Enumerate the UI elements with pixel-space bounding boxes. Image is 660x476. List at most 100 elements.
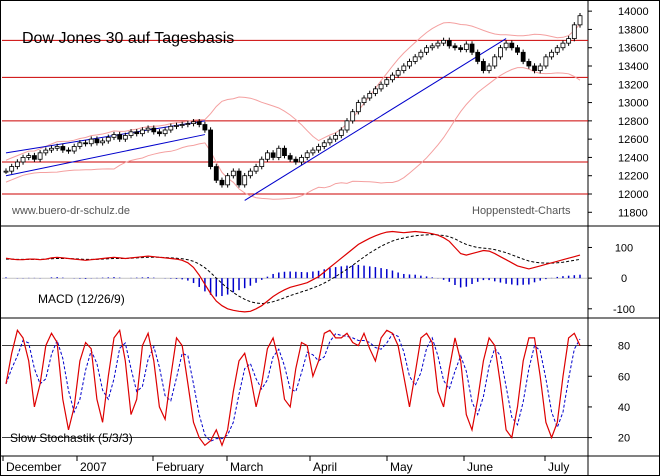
price-bar-body (196, 121, 202, 125)
price-bar-body (179, 124, 185, 126)
price-bar (560, 40, 566, 51)
price-bar (219, 177, 225, 188)
price-bar (191, 119, 196, 127)
price-bar (520, 49, 526, 65)
upper-band (5, 21, 581, 161)
price-bar-body (49, 147, 54, 151)
stochastic-levels (2, 345, 588, 439)
price-bar (105, 134, 111, 144)
price-bar (208, 127, 213, 170)
price-bar (202, 121, 208, 133)
price-bar (151, 125, 157, 135)
macd-tick-label-0: 100 (615, 242, 633, 254)
price-bar (43, 147, 49, 156)
price-tick-label-5: 13000 (618, 98, 649, 110)
price-bar (486, 63, 492, 74)
price-bar-body (139, 129, 145, 135)
month-label-7: July (548, 460, 569, 474)
price-bar-body (543, 56, 549, 67)
stoch-tick-label-2: 40 (618, 402, 630, 414)
price-bar (111, 131, 117, 141)
price-bar (168, 123, 174, 133)
price-bar (293, 156, 299, 165)
price-bar (259, 156, 265, 170)
price-bar-body (515, 47, 520, 53)
month-label-4: April (313, 460, 337, 474)
price-bar (299, 154, 304, 165)
price-bar-body (378, 83, 384, 90)
price-bar (361, 95, 367, 106)
price-bar-body (60, 146, 66, 151)
trend-lines (5, 38, 507, 201)
price-bar (441, 37, 447, 46)
price-bar-body (475, 51, 481, 62)
price-bar (338, 127, 344, 139)
price-tick-label-6: 12800 (618, 116, 649, 128)
price-bar (128, 129, 134, 139)
price-bar (253, 163, 259, 174)
price-bar-body (213, 166, 219, 181)
price-bar-body (259, 158, 265, 167)
price-bar-body (20, 157, 26, 163)
price-bar (424, 44, 429, 56)
price-bar (71, 143, 77, 154)
price-bar (100, 138, 106, 146)
price-tick-label-4: 13200 (618, 79, 649, 91)
macd-axis-ticks: 100 0 -100 (588, 242, 635, 316)
price-bar (213, 163, 219, 184)
price-bar (446, 37, 452, 49)
stochastic-label: Slow Stochastik (5/3/3) (10, 431, 133, 445)
month-label-3: March (230, 460, 263, 474)
price-bar (134, 129, 140, 137)
stoch-k-line (5, 328, 581, 448)
price-bar-body (577, 15, 583, 26)
price-bar (333, 132, 339, 142)
macd-line (5, 230, 581, 313)
price-bar (37, 150, 43, 162)
price-bar-body (469, 43, 475, 53)
price-tick-label-11: 11800 (618, 207, 648, 219)
price-bar-body (350, 111, 356, 122)
price-bar-body (66, 149, 71, 152)
price-bar (543, 54, 549, 69)
price-bar (509, 40, 515, 51)
bollinger-bands (5, 21, 581, 200)
price-bar (3, 168, 9, 174)
source-label: Hoppenstedt-Charts (472, 205, 571, 217)
price-bar (276, 145, 282, 161)
price-bar (515, 44, 520, 56)
price-bar (196, 119, 202, 128)
price-bar (378, 81, 384, 92)
price-bar-body (395, 70, 401, 76)
price-bar (9, 163, 15, 174)
price-axis-ticks: 14000 13800 13600 13400 13200 13000 12800 12600… (588, 6, 649, 219)
price-bar-body (117, 134, 123, 140)
price-bar (571, 22, 577, 42)
price-bar-body (247, 170, 253, 177)
price-bar-body (202, 124, 208, 131)
price-bar-body (242, 175, 248, 186)
price-bars (3, 12, 583, 188)
price-tick-label-1: 13800 (618, 24, 649, 36)
price-bar (429, 43, 435, 51)
support-lines (2, 39, 588, 195)
price-bar (247, 168, 253, 179)
price-bar-body (219, 179, 225, 186)
price-bar-body (418, 51, 424, 58)
chart-title: Dow Jones 30 auf Tagesbasis (22, 30, 234, 47)
price-bar-body (128, 131, 134, 136)
price-bar (355, 99, 361, 115)
price-bar (236, 168, 242, 188)
macd-tick-label-2: -100 (613, 304, 635, 316)
price-bar-body (265, 152, 270, 160)
price-bar (384, 76, 390, 88)
price-bar-body (560, 42, 566, 49)
price-tick-label-0: 14000 (618, 6, 649, 18)
price-bar (537, 63, 543, 74)
price-bar (435, 40, 441, 49)
month-label-6: June (467, 460, 493, 474)
price-bar (367, 90, 373, 101)
price-bar-body (71, 146, 77, 152)
